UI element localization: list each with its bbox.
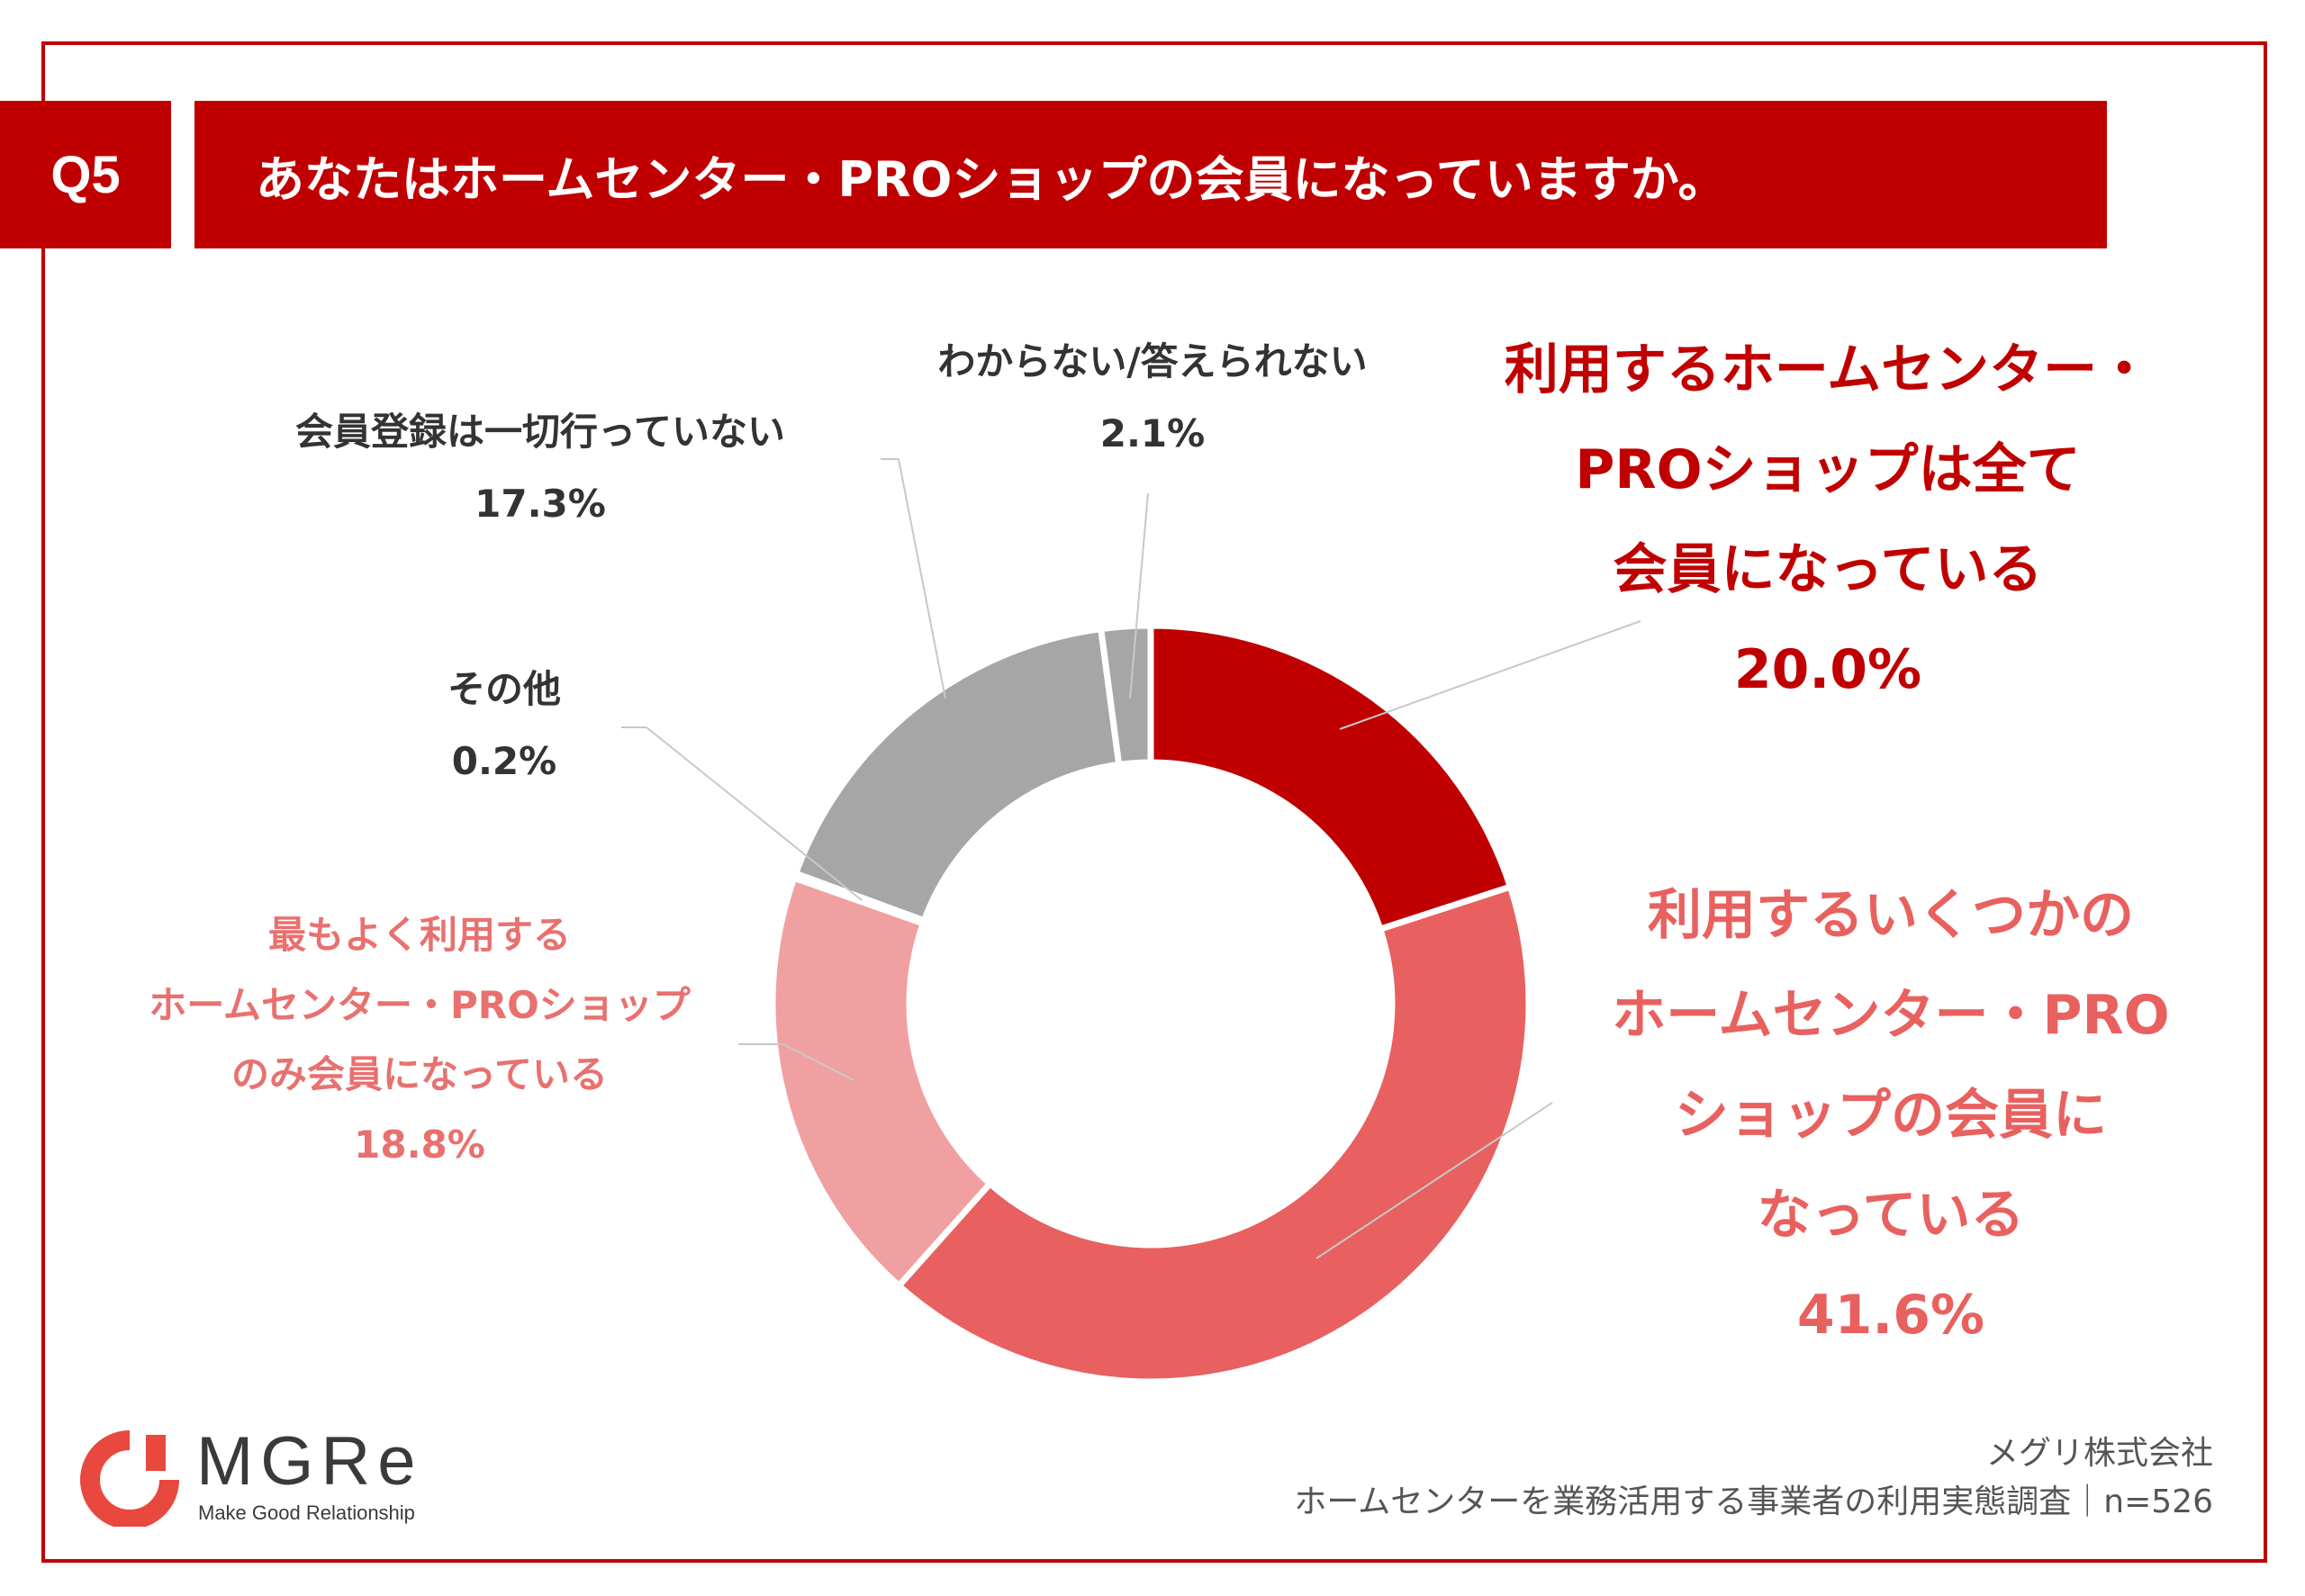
label-none: 会員登録は一切行っていない 17.3% bbox=[225, 396, 855, 540]
frame-border bbox=[41, 41, 2267, 1563]
leader-line-some-members bbox=[1315, 1102, 1553, 1259]
donut-slices bbox=[769, 622, 1532, 1385]
donut-slice-most-used-only bbox=[769, 873, 995, 1291]
label-most-used-only-line1: 最もよく利用する bbox=[267, 913, 571, 957]
mgre-logo-wordmark: MGRe bbox=[196, 1423, 423, 1500]
label-unknown-line1: わからない/答えられない bbox=[937, 339, 1368, 383]
label-most-used-only-value: 18.8% bbox=[354, 1123, 485, 1168]
leader-line-none bbox=[898, 458, 946, 699]
label-none-value: 17.3% bbox=[475, 481, 606, 526]
label-most-used-only-line2: ホームセンター・PROショップ bbox=[149, 982, 691, 1027]
leader-line-unknown bbox=[1129, 492, 1149, 699]
label-unknown-value: 2.1% bbox=[1099, 410, 1206, 455]
donut-slice-unknown bbox=[1097, 622, 1154, 769]
donut-slice-all-members bbox=[1147, 622, 1514, 933]
label-all-members-line3: 会員になっている bbox=[1613, 538, 2043, 601]
label-all-members: 利用するホームセンター・ PROショップは全て 会員になっている 20.0% bbox=[1450, 320, 2206, 720]
label-unknown: わからない/答えられない 2.1% bbox=[864, 326, 1441, 470]
label-other: その他 0.2% bbox=[369, 654, 639, 798]
label-all-members-line2: PROショップは全て bbox=[1575, 438, 2081, 501]
leader-line-most-used-only bbox=[782, 1043, 854, 1081]
footer-credit: メグリ株式会社 ホームセンターを業務活用する事業者の利用実態調査｜n=526 bbox=[1294, 1429, 2213, 1527]
leader-lines bbox=[621, 458, 1641, 1259]
label-other-value: 0.2% bbox=[451, 738, 557, 783]
donut-slice-none bbox=[791, 625, 1123, 925]
footer-survey: ホームセンターを業務活用する事業者の利用実態調査｜n=526 bbox=[1294, 1483, 2213, 1520]
label-some-members-value: 41.6% bbox=[1796, 1284, 1985, 1347]
label-all-members-value: 20.0% bbox=[1733, 638, 1922, 701]
footer-company: メグリ株式会社 bbox=[1985, 1435, 2213, 1472]
mgre-logo-tagline: Make Good Relationship bbox=[198, 1501, 415, 1524]
label-some-members-line2: ホームセンター・PRO bbox=[1612, 984, 2170, 1047]
question-title: あなたはホームセンター・PROショップの会員になっていますか。 bbox=[194, 101, 2107, 248]
donut-slice-some-members bbox=[894, 882, 1532, 1385]
label-other-line1: その他 bbox=[447, 667, 561, 711]
label-most-used-only: 最もよく利用する ホームセンター・PROショップ のみ会員になっている 18.8… bbox=[113, 900, 726, 1180]
label-none-line1: 会員登録は一切行っていない bbox=[295, 410, 785, 454]
question-number-badge: Q5 bbox=[0, 101, 171, 248]
label-some-members-line1: 利用するいくつかの bbox=[1648, 884, 2134, 947]
label-some-members-line3: ショップの会員に bbox=[1675, 1084, 2107, 1147]
label-all-members-line1: 利用するホームセンター・ bbox=[1504, 338, 2152, 401]
mgre-logo-icon bbox=[80, 1430, 179, 1527]
label-some-members: 利用するいくつかの ホームセンター・PRO ショップの会員に なっている 41.… bbox=[1549, 866, 2233, 1366]
mgre-logo: MGRe Make Good Relationship bbox=[76, 1428, 454, 1527]
label-some-members-line4: なっている bbox=[1757, 1184, 2025, 1247]
leader-line-all-members bbox=[1339, 620, 1641, 730]
label-most-used-only-line3: のみ会員になっている bbox=[231, 1052, 608, 1097]
leader-line-other bbox=[646, 726, 863, 901]
